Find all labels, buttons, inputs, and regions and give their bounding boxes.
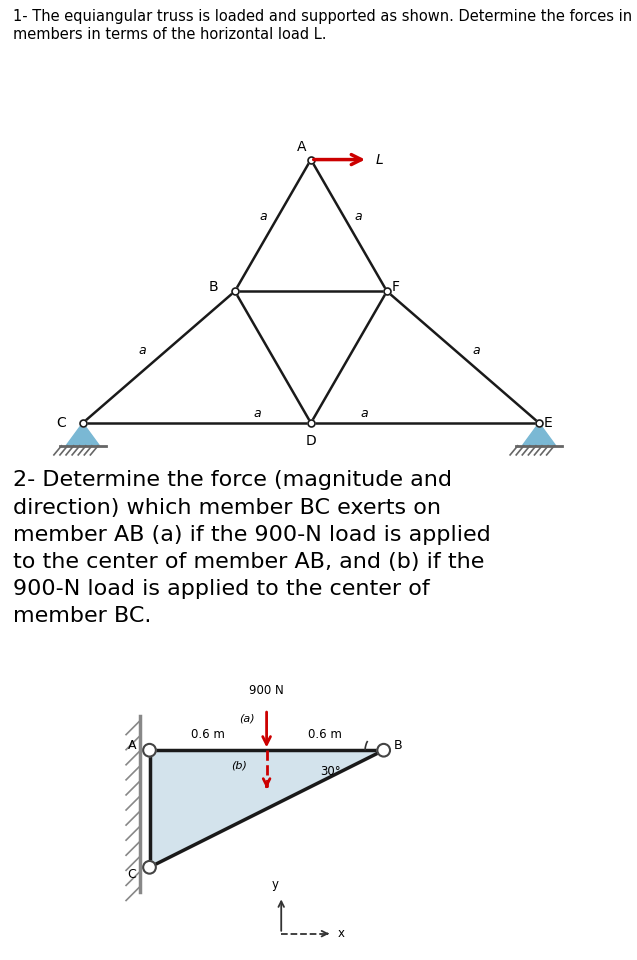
- Text: 900 N: 900 N: [249, 684, 284, 697]
- Text: A: A: [127, 739, 136, 752]
- Text: x: x: [338, 927, 345, 940]
- Text: a: a: [473, 345, 480, 357]
- Text: C: C: [127, 868, 136, 880]
- Polygon shape: [522, 423, 555, 445]
- Text: E: E: [544, 416, 552, 430]
- Text: a: a: [361, 407, 368, 420]
- Text: B: B: [394, 739, 403, 752]
- Text: 0.6 m: 0.6 m: [308, 729, 342, 741]
- Text: B: B: [209, 279, 218, 294]
- Text: C: C: [57, 416, 66, 430]
- Circle shape: [143, 861, 156, 874]
- Text: 2- Determine the force (magnitude and
direction) which member BC exerts on
membe: 2- Determine the force (magnitude and di…: [13, 470, 490, 626]
- Text: A: A: [297, 139, 306, 154]
- Text: L: L: [376, 153, 383, 167]
- Circle shape: [377, 744, 390, 756]
- Text: (b): (b): [231, 761, 247, 771]
- Text: (a): (a): [240, 713, 255, 723]
- Text: 30°: 30°: [320, 765, 340, 779]
- Text: a: a: [138, 345, 146, 357]
- Text: 1- The equiangular truss is loaded and supported as shown. Determine the forces : 1- The equiangular truss is loaded and s…: [13, 10, 637, 41]
- Text: y: y: [272, 877, 279, 891]
- Text: F: F: [392, 279, 400, 294]
- Circle shape: [143, 744, 156, 756]
- Polygon shape: [66, 423, 99, 445]
- Text: a: a: [354, 209, 362, 223]
- Text: a: a: [260, 209, 268, 223]
- Polygon shape: [150, 750, 383, 867]
- Text: 0.6 m: 0.6 m: [191, 729, 225, 741]
- Text: D: D: [306, 434, 317, 448]
- Text: a: a: [254, 407, 261, 420]
